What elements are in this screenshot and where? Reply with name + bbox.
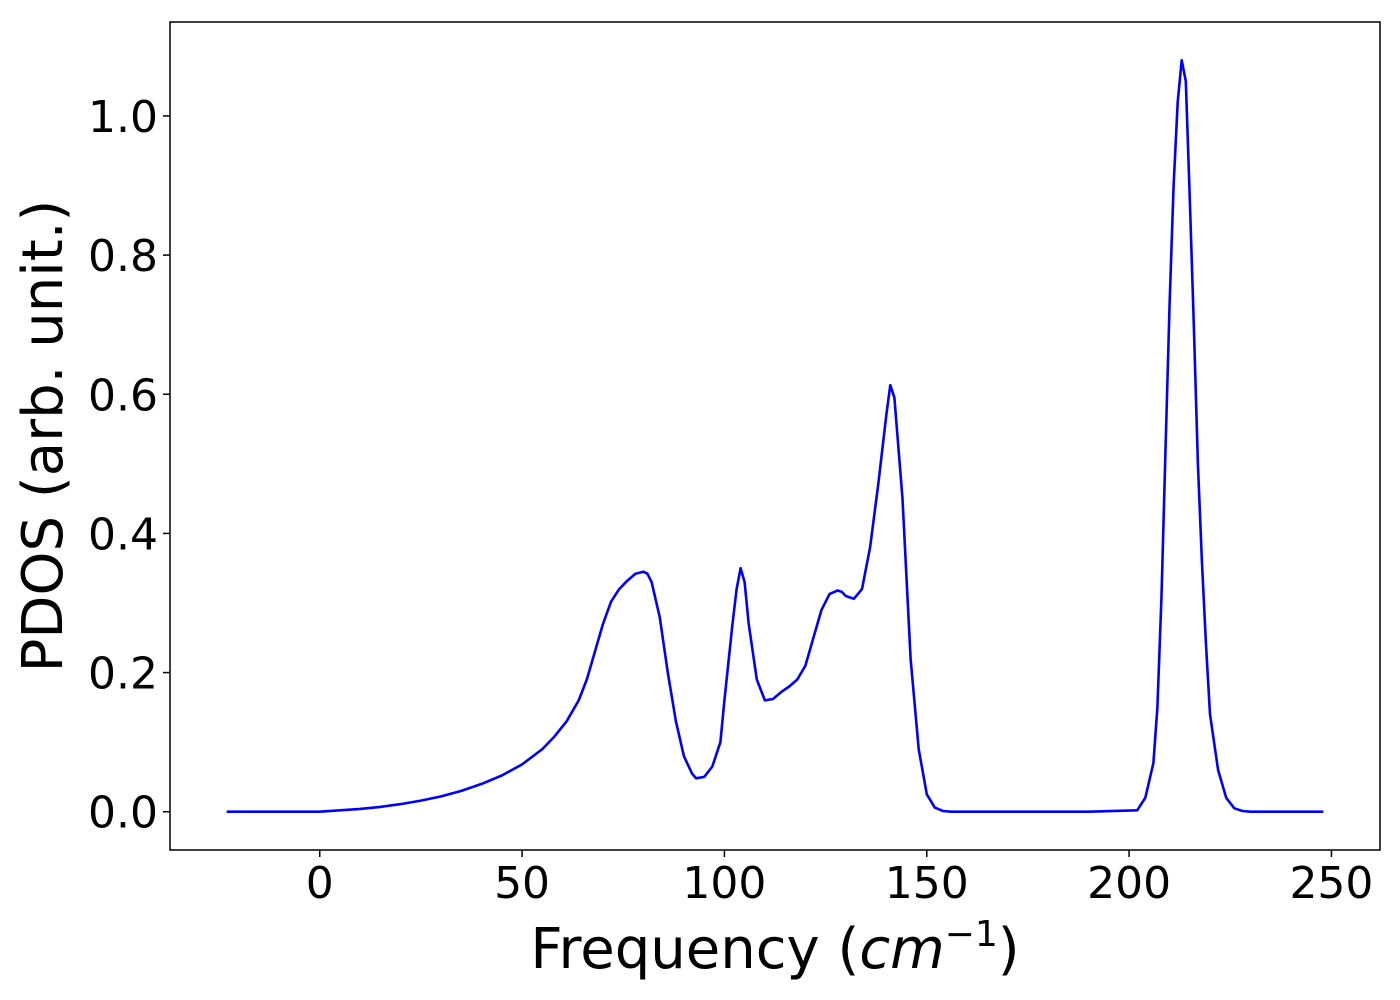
x-tick-label: 150 <box>885 858 969 909</box>
y-axis-label: PDOS (arb. unit.) <box>11 200 76 673</box>
series-layer <box>226 58 1324 814</box>
x-axis-ticks: 0 50 100 150 200 250 <box>306 850 1373 909</box>
y-tick-label: 1.0 <box>88 92 158 143</box>
y-tick-label: 0.8 <box>88 231 158 282</box>
y-tick-label: 0.4 <box>88 509 158 560</box>
y-tick-label: 0.6 <box>88 370 158 421</box>
pdos-series-line <box>226 58 1324 814</box>
x-tick-label: 250 <box>1289 858 1373 909</box>
y-axis-ticks: 0.0 0.2 0.4 0.6 0.8 1.0 <box>88 92 170 839</box>
x-tick-label: 0 <box>306 858 334 909</box>
x-tick-label: 100 <box>682 858 766 909</box>
x-tick-label: 50 <box>494 858 550 909</box>
y-tick-label: 0.2 <box>88 649 158 700</box>
plot-frame <box>169 21 1381 851</box>
x-axis-label: Frequency (cm−1) <box>530 914 1019 982</box>
x-tick-label: 200 <box>1087 858 1171 909</box>
y-tick-label: 0.0 <box>88 788 158 839</box>
